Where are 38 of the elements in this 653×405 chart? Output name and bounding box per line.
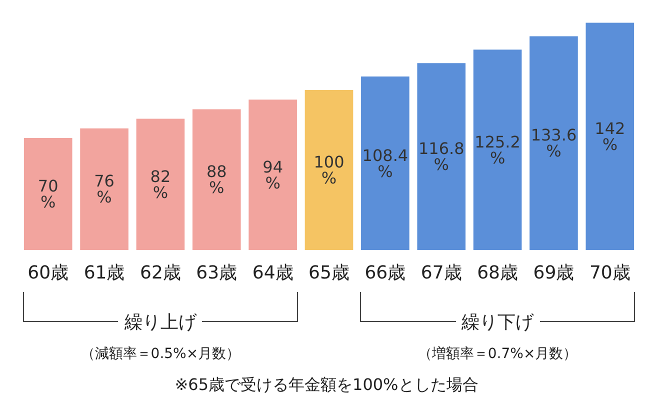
text: ※65歳で受ける年金額を100%とした場合: [174, 375, 478, 396]
bar: [586, 22, 634, 250]
text: （減額率＝0.5%×月数）: [80, 345, 240, 363]
x-tick-label: 70歳: [589, 262, 630, 284]
bar: [24, 138, 72, 250]
data-label: 125.2%: [474, 132, 520, 168]
x-tick-label: 66歳: [364, 262, 406, 284]
x-tick-label: 60歳: [28, 262, 69, 284]
data-label: 82%: [150, 166, 171, 202]
text: 繰り上げ: [118, 310, 202, 334]
x-tick-label: 64歳: [252, 262, 294, 284]
x-tick-label: 69歳: [533, 262, 574, 284]
x-tick-label: 62歳: [140, 262, 181, 284]
x-tick-label: 68歳: [477, 262, 518, 284]
x-tick-label: 61歳: [84, 262, 125, 284]
bar: [530, 36, 578, 250]
bar: [473, 50, 522, 250]
bar: [304, 90, 354, 250]
data-label: 142%: [594, 118, 626, 154]
data-label: 133.6%: [530, 126, 577, 161]
data-label: 116.8%: [418, 139, 464, 174]
bar: [248, 100, 297, 250]
x-tick-label: 63歳: [196, 262, 238, 284]
data-label: 76%: [94, 172, 114, 207]
data-label: 100%: [314, 152, 344, 188]
text: （増額率＝0.7%×月数）: [418, 345, 578, 363]
data-label: 108.4%: [362, 146, 408, 181]
x-tick-label: 67歳: [420, 262, 462, 284]
x-tick-label: 65歳: [308, 262, 350, 284]
data-label: 94%: [262, 157, 283, 192]
bar: [361, 76, 410, 250]
text: 繰り下げ: [456, 310, 540, 334]
bar: [417, 63, 466, 250]
bar: [192, 109, 241, 250]
bar: [136, 118, 185, 250]
data-label: 88%: [206, 162, 227, 198]
data-label: 70%: [38, 176, 58, 212]
bar: [80, 128, 128, 250]
